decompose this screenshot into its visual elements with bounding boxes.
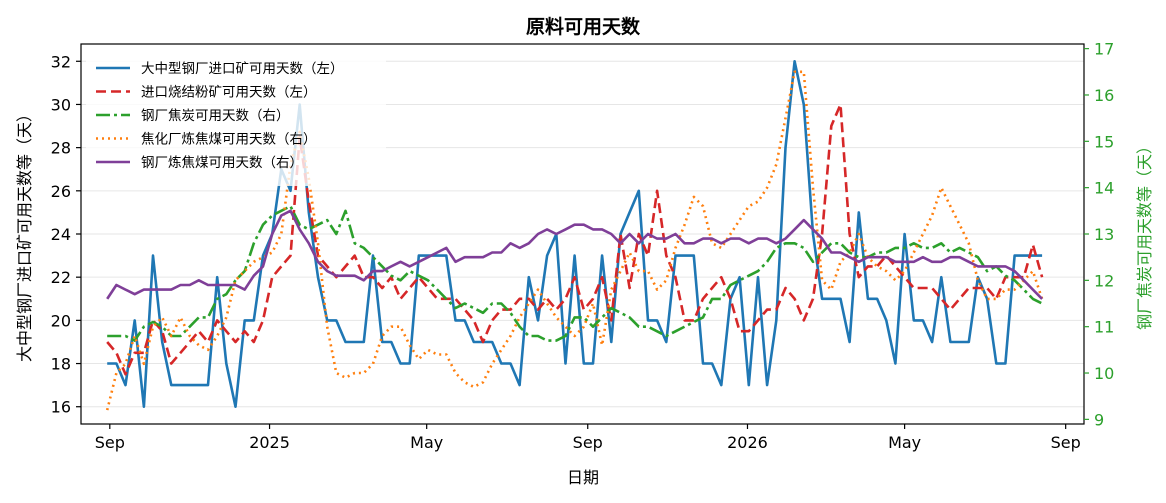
left-tick-label: 24 — [51, 225, 71, 244]
left-tick-label: 30 — [51, 95, 71, 114]
left-tick-label: 16 — [51, 398, 71, 417]
series-line-1 — [107, 59, 1043, 409]
left-tick-label: 28 — [51, 139, 71, 158]
right-tick-label: 16 — [1094, 86, 1114, 105]
x-axis-ticks: Sep 2025 May Sep 2026 May Sep — [95, 424, 1081, 452]
x-tick-label: May — [410, 433, 443, 452]
y-axis-label-right: 钢厂焦炭可用天数等（天） — [1135, 138, 1154, 330]
legend-box — [86, 50, 386, 186]
series-line-5 — [106, 209, 1044, 300]
series-line-4 — [105, 70, 1044, 411]
left-tick-label: 32 — [51, 52, 71, 71]
series-group — [105, 59, 1044, 411]
right-tick-label: 10 — [1094, 364, 1114, 383]
x-tick-label: Sep — [573, 433, 603, 452]
chart-title: 原料可用天数 — [526, 15, 641, 38]
series-line-2 — [106, 103, 1044, 376]
legend-label-5: 钢厂炼焦煤可用天数（右） — [141, 155, 303, 171]
right-tick-label: 17 — [1094, 40, 1114, 59]
right-tick-label: 13 — [1094, 225, 1114, 244]
legend-label-4: 焦化厂炼焦煤可用天数（右） — [141, 132, 317, 148]
right-tick-label: 11 — [1094, 318, 1114, 337]
x-axis-label: 日期 — [567, 468, 599, 487]
legend: 大中型钢厂进口矿可用天数（左） 进口烧结粉矿可用天数（左） 钢厂焦炭可用天数（右） 焦… — [86, 50, 386, 186]
x-tick-label: 2026 — [727, 433, 768, 452]
legend-label-1: 大中型钢厂进口矿可用天数（左） — [141, 61, 344, 77]
right-tick-label: 14 — [1094, 179, 1114, 198]
series-line-3 — [107, 204, 1043, 342]
x-tick-label: Sep — [95, 433, 125, 452]
left-tick-label: 18 — [51, 355, 71, 374]
right-tick-label: 9 — [1094, 410, 1104, 429]
right-axis-ticks: 9 10 11 12 13 14 15 16 17 — [1084, 40, 1114, 429]
left-tick-label: 22 — [51, 268, 71, 287]
x-tick-label: May — [888, 433, 921, 452]
x-tick-label: 2025 — [249, 433, 290, 452]
left-axis-ticks: 16 18 20 22 24 26 28 30 32 — [51, 52, 81, 417]
left-tick-label: 20 — [51, 311, 71, 330]
right-tick-label: 15 — [1094, 132, 1114, 151]
legend-label-2: 进口烧结粉矿可用天数（左） — [141, 85, 317, 101]
right-tick-label: 12 — [1094, 271, 1114, 290]
y-axis-label-left: 大中型钢厂进口矿可用天数等（天） — [15, 106, 34, 362]
x-tick-label: Sep — [1051, 433, 1081, 452]
left-tick-label: 26 — [51, 182, 71, 201]
legend-label-3: 钢厂焦炭可用天数（右） — [141, 108, 290, 124]
